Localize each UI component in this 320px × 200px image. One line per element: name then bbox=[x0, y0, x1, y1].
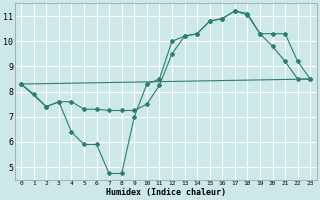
X-axis label: Humidex (Indice chaleur): Humidex (Indice chaleur) bbox=[106, 188, 226, 197]
